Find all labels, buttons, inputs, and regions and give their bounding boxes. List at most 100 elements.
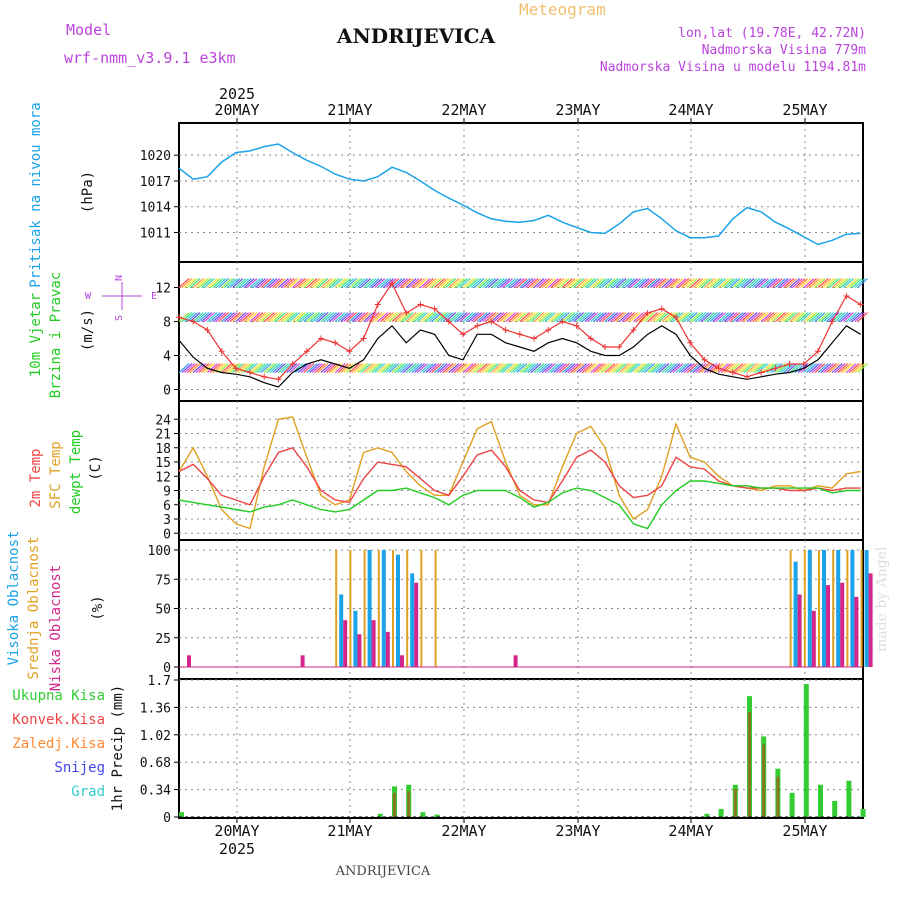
wind-barb	[652, 278, 664, 288]
low-cloud-bar	[343, 620, 348, 667]
wind-barb	[726, 278, 738, 288]
wind-barb	[240, 312, 252, 322]
wind-barb	[737, 312, 749, 322]
wind-gust-marker	[815, 348, 821, 355]
y-tick-label: 6	[163, 499, 171, 514]
wind-barb	[771, 278, 783, 288]
y-tick-label: 1.7	[148, 674, 171, 689]
wind-barb	[661, 363, 673, 373]
wind-barb	[269, 278, 281, 288]
wind-barb	[615, 363, 627, 373]
wind-barb	[601, 312, 613, 322]
wind-barb	[556, 312, 568, 322]
wind-barb	[513, 312, 525, 322]
wind-barb	[428, 278, 440, 288]
wind-barb	[683, 278, 695, 288]
wind-barb	[374, 278, 386, 288]
wind-barb	[226, 312, 238, 322]
wind-barb	[252, 312, 264, 322]
mid-cloud-bar	[789, 550, 792, 667]
wind-barb	[786, 278, 798, 288]
wind-barb	[658, 363, 670, 373]
temp-units: (C)	[88, 455, 104, 480]
mid-cloud-bar	[818, 550, 820, 667]
wind-barb	[436, 278, 448, 288]
wind-barb	[612, 363, 624, 373]
wind-barb	[448, 363, 460, 373]
wind-barb	[453, 278, 465, 288]
compass-north: N	[114, 275, 125, 281]
wind-barb	[277, 312, 289, 322]
panel-frame-precip	[178, 678, 864, 819]
wind-barb	[786, 363, 798, 373]
wind-barb	[584, 278, 596, 288]
wind-barb	[499, 278, 511, 288]
wind-barb	[524, 363, 536, 373]
wind-barb	[732, 363, 744, 373]
marks-layer	[176, 143, 873, 818]
day-label-bottom: 21MAY	[327, 822, 372, 840]
wind-barb	[274, 363, 286, 373]
wind-barb	[292, 278, 304, 288]
wind-barb	[297, 363, 309, 373]
wind-gust-marker	[630, 327, 637, 334]
wind-barb	[644, 363, 656, 373]
wind-barb	[340, 312, 352, 322]
wind-barb	[382, 312, 394, 322]
wind-barb	[718, 363, 730, 373]
wind-barb	[544, 363, 556, 373]
wind-barb	[720, 363, 732, 373]
wind-barb	[380, 363, 392, 373]
wind-barb	[536, 312, 548, 322]
wind-gust-marker	[758, 369, 765, 376]
wind-barb	[357, 363, 369, 373]
wind-barb	[516, 363, 528, 373]
wind-barb	[854, 278, 866, 288]
wind-barb	[360, 278, 372, 288]
high-cloud-bar	[864, 550, 869, 667]
wind-barb	[519, 363, 531, 373]
wind-barb	[638, 278, 650, 288]
wind-gust-marker	[687, 339, 694, 346]
wind-barb	[624, 312, 636, 322]
wind-barb	[479, 278, 491, 288]
wind-barb	[550, 363, 562, 373]
wind-barb	[311, 363, 323, 373]
year-bottom: 2025	[219, 840, 255, 858]
wind-barb	[729, 363, 741, 373]
wind-barb	[405, 278, 417, 288]
wind-barb	[789, 312, 801, 322]
wind-barb	[806, 312, 818, 322]
wind-barb	[326, 278, 338, 288]
y-tick-label: 1011	[140, 227, 171, 242]
wind-barb	[811, 278, 823, 288]
compass-west: W	[85, 291, 92, 302]
wind-barb	[808, 363, 820, 373]
wind-barb	[732, 312, 744, 322]
y-tick-label: 4	[163, 350, 171, 365]
wind-barb	[442, 278, 454, 288]
wind-barb	[416, 312, 428, 322]
y-tick-label: 50	[155, 603, 171, 618]
wind-barb	[624, 278, 636, 288]
wind-barb	[845, 312, 857, 322]
wind-barb	[598, 278, 610, 288]
wind-barb	[232, 278, 244, 288]
wind-barb	[186, 278, 198, 288]
wind-barb	[743, 363, 755, 373]
wind-barb	[806, 363, 818, 373]
wind-barb	[754, 278, 766, 288]
wind-barb	[385, 363, 397, 373]
wind-barb	[618, 278, 630, 288]
wind-barb	[368, 278, 380, 288]
wind-barb	[277, 278, 289, 288]
wind-barb	[644, 278, 656, 288]
total-rain-bar	[860, 808, 866, 817]
wind-barb	[238, 312, 250, 322]
wind-barb	[334, 312, 346, 322]
wind-barb	[445, 363, 457, 373]
low-cloud-bar	[371, 620, 376, 667]
pressure-ylabel: Pritisak na nivou mora	[28, 102, 44, 287]
wind-barb	[570, 278, 582, 288]
